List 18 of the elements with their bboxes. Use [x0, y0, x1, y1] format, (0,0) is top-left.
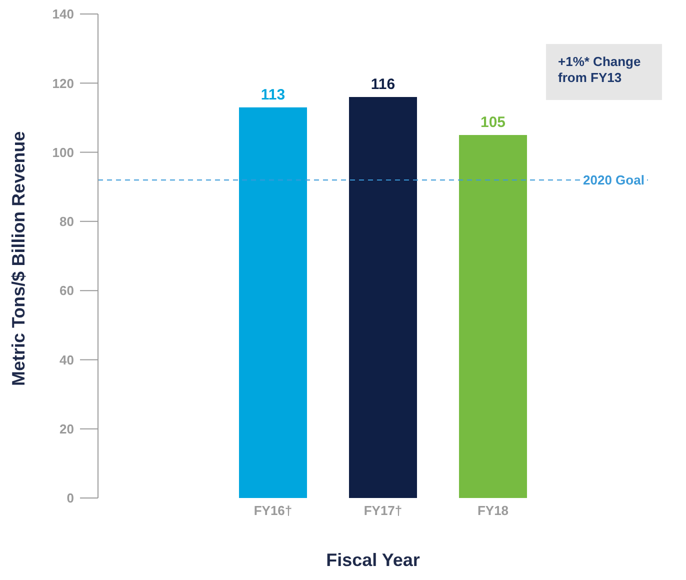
- ref-line-label: 2020 Goal: [583, 172, 644, 188]
- y-tick-label: 120: [52, 76, 74, 91]
- y-tick-label: 80: [60, 214, 74, 230]
- data-label: 116: [370, 76, 396, 93]
- x-tick-label: FY17†: [364, 503, 402, 518]
- y-tick-label: 140: [52, 6, 74, 22]
- data-label: 105: [480, 114, 506, 131]
- x-axis-title: Fiscal Year: [326, 550, 420, 570]
- x-tick-label: FY16†: [254, 503, 292, 518]
- y-tick-label: 60: [60, 283, 74, 298]
- annotation: +1%* Change from FY13: [546, 44, 662, 100]
- y-tick-label: 20: [60, 421, 74, 436]
- y-axis-title: Metric Tons/$ Billion Revenue: [8, 131, 28, 386]
- data-label: 113: [260, 86, 286, 104]
- x-tick-label: FY18: [477, 503, 509, 518]
- y-tick-label: 40: [60, 352, 74, 368]
- y-tick-label: 0: [66, 490, 74, 506]
- y-tick-label: 100: [52, 144, 74, 160]
